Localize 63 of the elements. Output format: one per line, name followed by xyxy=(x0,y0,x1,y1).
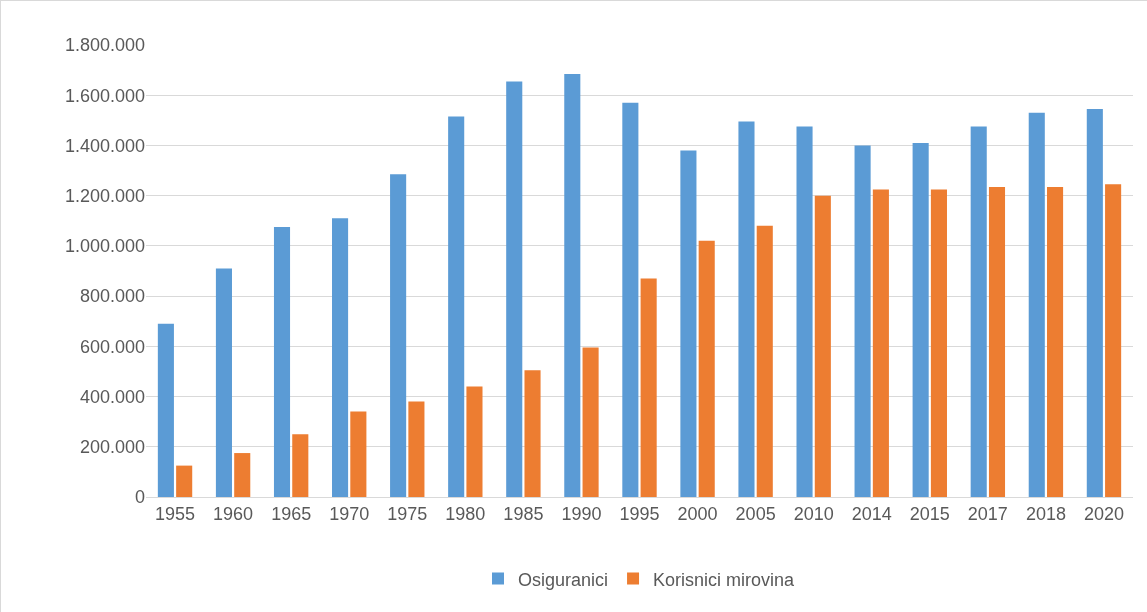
x-tick-label: 1960 xyxy=(213,503,254,524)
y-tick-label: 400.000 xyxy=(79,386,145,407)
bar xyxy=(1047,186,1064,497)
x-tick-label: 1980 xyxy=(445,503,486,524)
x-tick-label: 2010 xyxy=(793,503,834,524)
y-tick-label: 1.000.000 xyxy=(64,236,145,257)
bar xyxy=(408,401,425,497)
x-tick-label: 2020 xyxy=(1083,503,1124,524)
bar xyxy=(292,434,309,497)
bar xyxy=(912,142,929,497)
bar xyxy=(466,386,483,497)
bar xyxy=(622,102,639,497)
bar xyxy=(970,126,987,497)
bar xyxy=(273,227,291,497)
bar xyxy=(1086,109,1103,497)
bar xyxy=(350,411,367,497)
bar xyxy=(157,323,174,497)
y-tick-label: 1.600.000 xyxy=(64,85,145,106)
bar xyxy=(234,453,251,497)
y-tick-label: 800.000 xyxy=(79,286,145,307)
bar xyxy=(640,278,657,497)
x-tick-label: 1990 xyxy=(561,503,602,524)
bar xyxy=(680,150,697,497)
x-tick-label: 1970 xyxy=(329,503,370,524)
x-tick-label: 1985 xyxy=(503,503,544,524)
y-tick-label: 0 xyxy=(134,487,145,508)
bar xyxy=(1028,112,1045,497)
y-tick-label: 600.000 xyxy=(79,336,145,357)
bar xyxy=(524,370,541,497)
y-tick-label: 1.200.000 xyxy=(64,185,145,206)
x-tick-label: 2015 xyxy=(909,503,950,524)
y-tick-label: 200.000 xyxy=(79,437,145,458)
y-tick-label: 1.400.000 xyxy=(64,135,145,156)
x-tick-label: 1965 xyxy=(271,503,312,524)
bar xyxy=(930,189,947,497)
bar xyxy=(988,186,1006,497)
x-tick-label: 2005 xyxy=(735,503,776,524)
y-tick-label: 1.800.000 xyxy=(64,35,145,56)
x-tick-label: 2018 xyxy=(1025,503,1066,524)
x-tick-label: 2017 xyxy=(967,503,1008,524)
bar xyxy=(738,121,755,497)
legend-label: Korisnici mirovina xyxy=(653,569,796,590)
bar xyxy=(1105,184,1122,497)
bar xyxy=(390,174,407,497)
x-tick-label: 1975 xyxy=(387,503,428,524)
bar xyxy=(854,145,871,497)
bar xyxy=(796,126,813,497)
x-tick-label: 1955 xyxy=(155,503,196,524)
bar xyxy=(582,347,599,497)
x-tick-label: 1995 xyxy=(619,503,660,524)
bar xyxy=(215,268,232,497)
bar xyxy=(698,240,715,497)
bar xyxy=(332,218,349,497)
bar xyxy=(176,465,193,497)
bar xyxy=(506,81,523,497)
bar xyxy=(564,73,581,497)
legend-label: Osiguranici xyxy=(518,569,609,590)
x-tick-label: 2014 xyxy=(851,503,892,524)
bar xyxy=(756,225,773,497)
bar xyxy=(872,189,889,497)
x-tick-label: 2000 xyxy=(677,503,718,524)
bar xyxy=(814,195,831,497)
bar xyxy=(448,116,465,497)
